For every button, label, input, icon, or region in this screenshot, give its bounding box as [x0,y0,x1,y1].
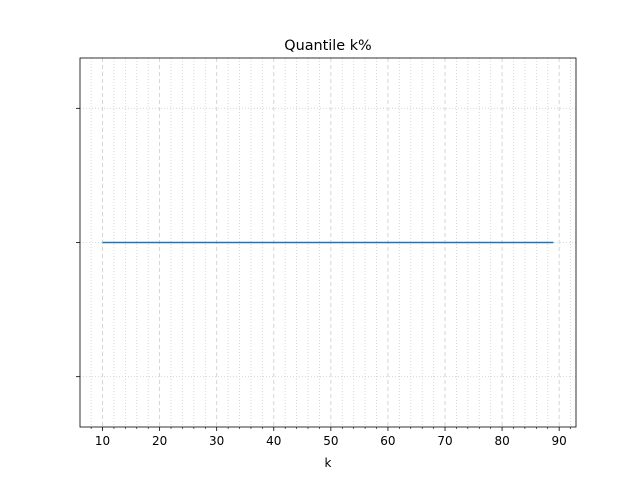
x-tick-label: 70 [437,434,452,448]
x-tick-label: 50 [323,434,338,448]
x-tick-label: 30 [209,434,224,448]
x-tick-label: 40 [266,434,281,448]
x-tick-label: 10 [95,434,110,448]
x-tick-label: 60 [380,434,395,448]
x-tick-label: 90 [552,434,567,448]
chart-title: Quantile k% [284,38,371,54]
x-tick-label: 20 [152,434,167,448]
x-axis-label: k [325,456,332,470]
x-tick-label: 80 [494,434,509,448]
tick-marks: 10 20 30 40 50 60 70 80 90 [76,107,571,448]
